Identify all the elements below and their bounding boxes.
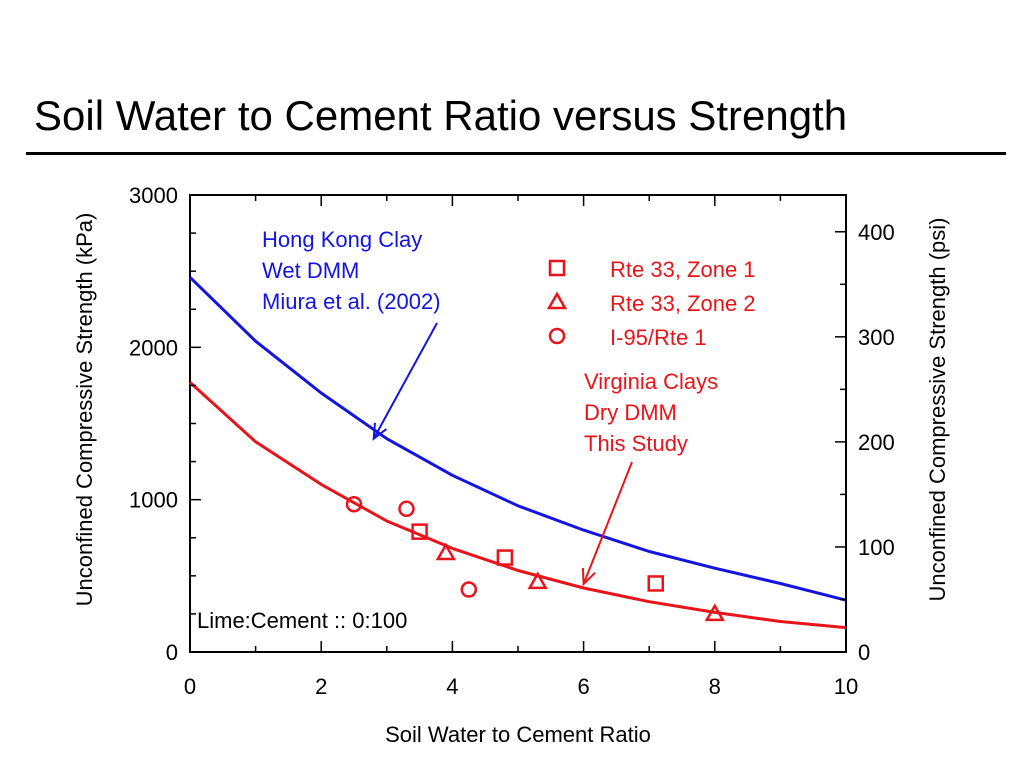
x-axis-label: Soil Water to Cement Ratio: [385, 722, 651, 747]
y-tick-label: 0: [166, 640, 178, 665]
title-divider: [26, 152, 1006, 155]
data-point-circle: [398, 500, 415, 518]
lime-cement-label: Lime:Cement :: 0:100: [197, 608, 407, 633]
data-point-triangle: [704, 603, 725, 622]
data-point-triangle: [435, 542, 456, 561]
data-point-triangle: [527, 571, 548, 590]
x-tick-label: 6: [577, 674, 589, 699]
legend-marker-circle: [548, 327, 566, 345]
data-point-circle: [460, 581, 478, 598]
legend-label: Rte 33, Zone 2: [610, 291, 756, 316]
virginia-annotation-line: This Study: [584, 431, 688, 456]
x-tick-label: 2: [315, 674, 327, 699]
virginia-arrow-head: [581, 567, 596, 587]
virginia-curve: [188, 381, 847, 630]
legend-marker-square: [548, 259, 566, 277]
x-tick-label: 4: [446, 674, 458, 699]
virginia-arrow: [582, 461, 633, 585]
data-point-square: [411, 523, 428, 540]
legend-label: I-95/Rte 1: [610, 325, 707, 350]
virginia-annotation-line: Virginia Clays: [584, 369, 718, 394]
hong-kong-annotation-line: Miura et al. (2002): [262, 289, 441, 314]
y-axis-label: Unconfined Compressive Strength (kPa): [72, 213, 97, 607]
hong-kong-arrow: [372, 322, 438, 440]
y2-tick-label: 400: [858, 220, 895, 245]
data-point-circle: [345, 495, 363, 513]
y2-tick-label: 300: [858, 325, 895, 350]
y-tick-label: 3000: [129, 183, 178, 208]
hong-kong-arrow-head: [372, 422, 388, 441]
y-tick-label: 2000: [129, 335, 178, 360]
legend-label: Rte 33, Zone 1: [610, 257, 756, 282]
virginia-annotation-line: Dry DMM: [584, 400, 677, 425]
hong-kong-curve: [188, 276, 847, 602]
legend-marker-triangle: [546, 291, 568, 310]
hong-kong-annotation-line: Hong Kong Clay: [262, 227, 422, 252]
y2-tick-label: 200: [858, 430, 895, 455]
data-point-square: [496, 549, 514, 566]
data-point-square: [647, 575, 665, 592]
x-tick-label: 8: [709, 674, 721, 699]
y2-tick-label: 100: [858, 535, 895, 560]
y-tick-label: 1000: [129, 488, 178, 513]
x-tick-label: 10: [834, 674, 858, 699]
y2-axis-label: Unconfined Compressive Strength (psi): [925, 218, 950, 602]
slide-title: Soil Water to Cement Ratio versus Streng…: [34, 92, 848, 139]
y2-tick-label: 0: [858, 640, 870, 665]
hong-kong-annotation-line: Wet DMM: [262, 258, 359, 283]
x-tick-label: 0: [184, 674, 196, 699]
